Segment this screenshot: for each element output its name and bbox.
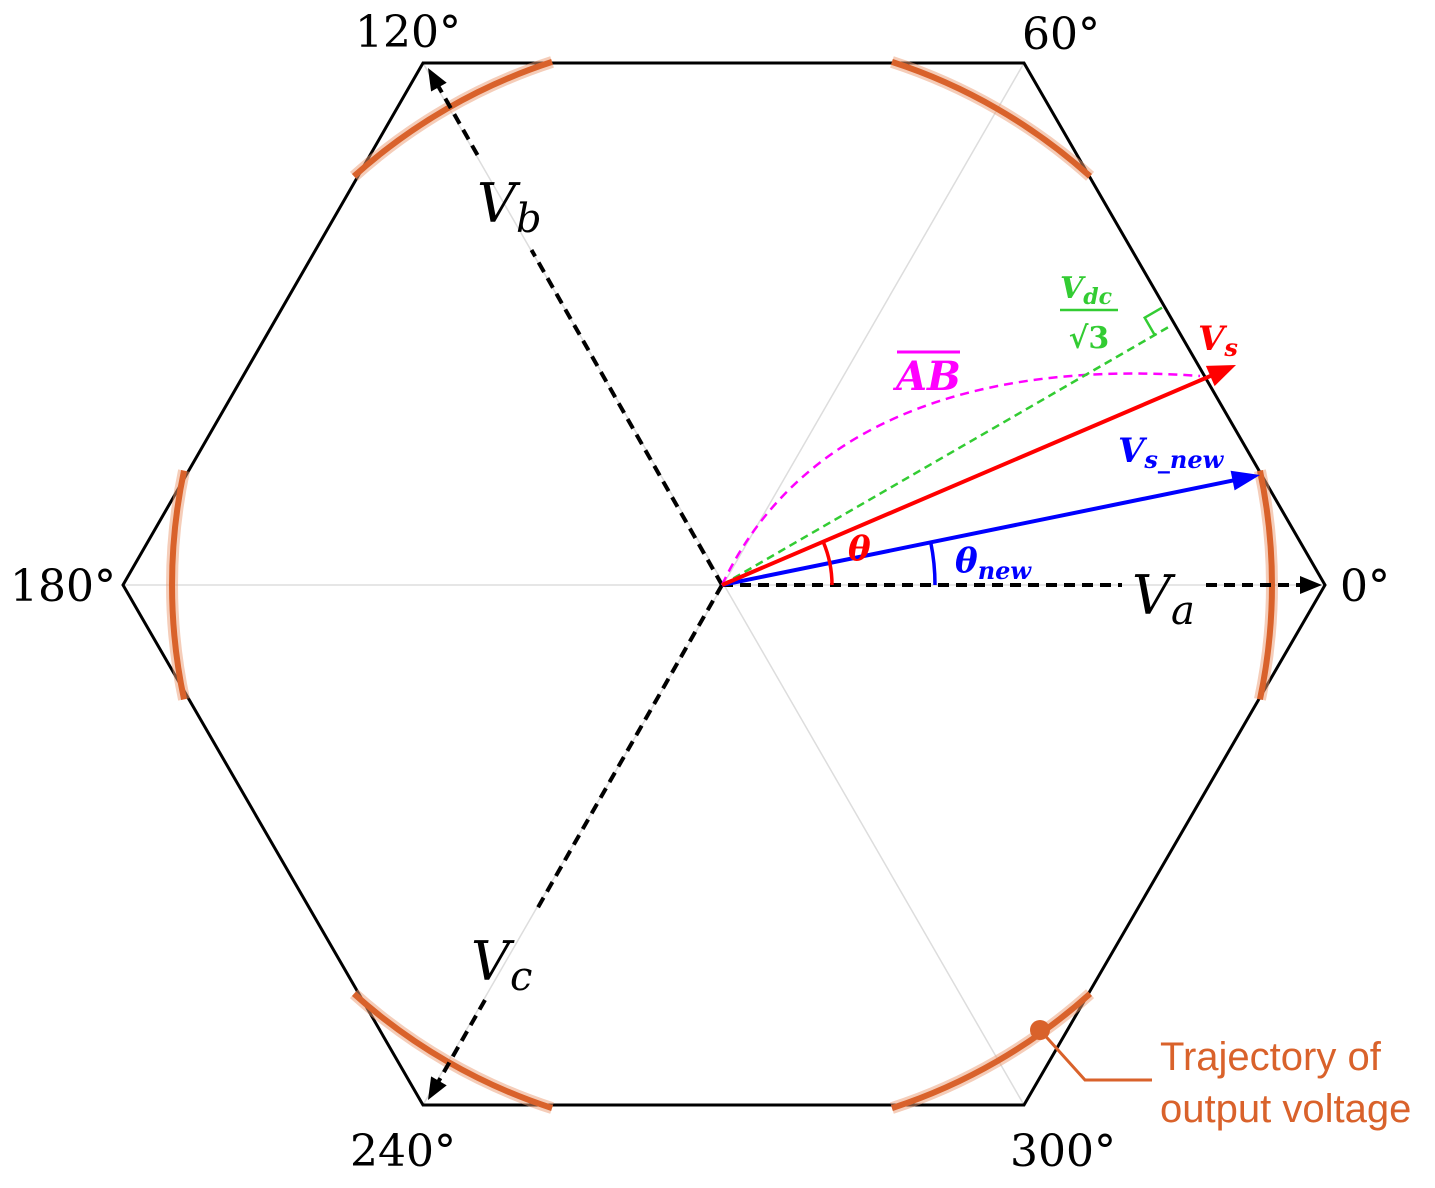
phase-axis-a-label: Va (1132, 564, 1195, 634)
phase-axis-b (428, 68, 724, 586)
theta-new-label: θnew (955, 541, 1032, 585)
vdc-perpendicular-line (721, 323, 1173, 587)
label-180-deg: 180° (10, 561, 116, 612)
trajectory-leader-line (1038, 1028, 1152, 1082)
new-reference-vector-label: Vs_new (1118, 431, 1225, 474)
trajectory-legend-line2: output voltage (1160, 1087, 1411, 1131)
reference-vector-arrowhead (1205, 365, 1236, 387)
theta-label: θ (848, 529, 871, 569)
phase-axis-c (428, 584, 724, 1100)
phase-axis-b-label: Vb (477, 172, 542, 242)
phase-axis-c-subscript: c (510, 954, 532, 1000)
trajectory-arc-120 (351, 59, 553, 179)
new-reference-vector-subscript: s_new (1143, 445, 1224, 474)
phase-axis-a-subscript: a (1171, 588, 1195, 634)
theta-new-symbol: θ (955, 541, 978, 581)
right-angle-mark (1142, 306, 1163, 336)
trajectory-arc-60 (891, 59, 1093, 179)
phase-axis-b-symbol: V (477, 172, 521, 235)
theta-symbol: θ (848, 529, 871, 569)
reference-vector-symbol: V (1198, 319, 1228, 359)
reference-vector (721, 365, 1236, 587)
phase-axis-a (722, 576, 1322, 594)
ab-segment-curve (720, 372, 1201, 586)
phase-axis-b-line-inner (529, 249, 724, 586)
phase-axis-b-line-outer (433, 79, 480, 156)
reference-vector-subscript: s (1223, 333, 1238, 362)
new-reference-vector-symbol: V (1118, 431, 1148, 471)
new-reference-vector-arrowhead (1230, 470, 1260, 491)
trajectory-arc-0 (1257, 470, 1275, 700)
theta-arc (821, 541, 834, 586)
phase-axis-a-arrowhead (1300, 576, 1322, 594)
label-120-deg: 120° (355, 7, 461, 58)
label-300-deg: 300° (1010, 1126, 1116, 1177)
phase-axis-a-symbol: V (1132, 564, 1176, 627)
angle-labels: 120° 60° 180° 0° 240° 300° (10, 7, 1390, 1177)
trajectory-marker-dot (1030, 1020, 1050, 1040)
phase-axis-b-arrowhead (428, 68, 447, 92)
theta-new-arc (928, 541, 937, 586)
voltage-hexagon (121, 61, 1327, 1107)
phase-axis-c-line-inner (534, 584, 724, 911)
phase-axis-c-label: Vc (471, 930, 532, 1000)
ab-segment-label: AB (892, 350, 961, 400)
phase-axis-c-symbol: V (471, 930, 515, 993)
trajectory-arc-halo-120 (349, 56, 554, 181)
trajectory-arc-240 (351, 991, 553, 1111)
trajectory-arc-180 (169, 470, 187, 700)
phase-axis-b-subscript: b (516, 196, 542, 242)
phase-axis-c-arrowhead (428, 1076, 447, 1100)
trajectory-arcs (169, 59, 1275, 1111)
label-60-deg: 60° (1022, 9, 1100, 60)
label-240-deg: 240° (350, 1126, 456, 1177)
vdc-numerator: Vdc (1060, 271, 1113, 310)
new-reference-vector (721, 470, 1260, 587)
trajectory-legend: Trajectory of output voltage (1030, 1020, 1411, 1131)
ab-text: AB (892, 353, 961, 400)
trajectory-arc-300 (891, 991, 1093, 1111)
vdc-subscript: dc (1083, 284, 1112, 310)
reference-vector-label: Vs (1198, 319, 1238, 362)
theta-new-subscript: new (978, 556, 1033, 585)
trajectory-arc-halo-240 (349, 989, 554, 1114)
new-reference-vector-line (721, 476, 1243, 587)
label-0-deg: 0° (1340, 561, 1390, 612)
vdc-over-sqrt3-label: Vdc √3 (1060, 271, 1118, 356)
vdc-denominator: √3 (1069, 321, 1110, 356)
reference-vector-line (721, 370, 1221, 587)
trajectory-legend-line1: Trajectory of (1160, 1035, 1382, 1079)
vdc-symbol: V (1060, 271, 1086, 306)
